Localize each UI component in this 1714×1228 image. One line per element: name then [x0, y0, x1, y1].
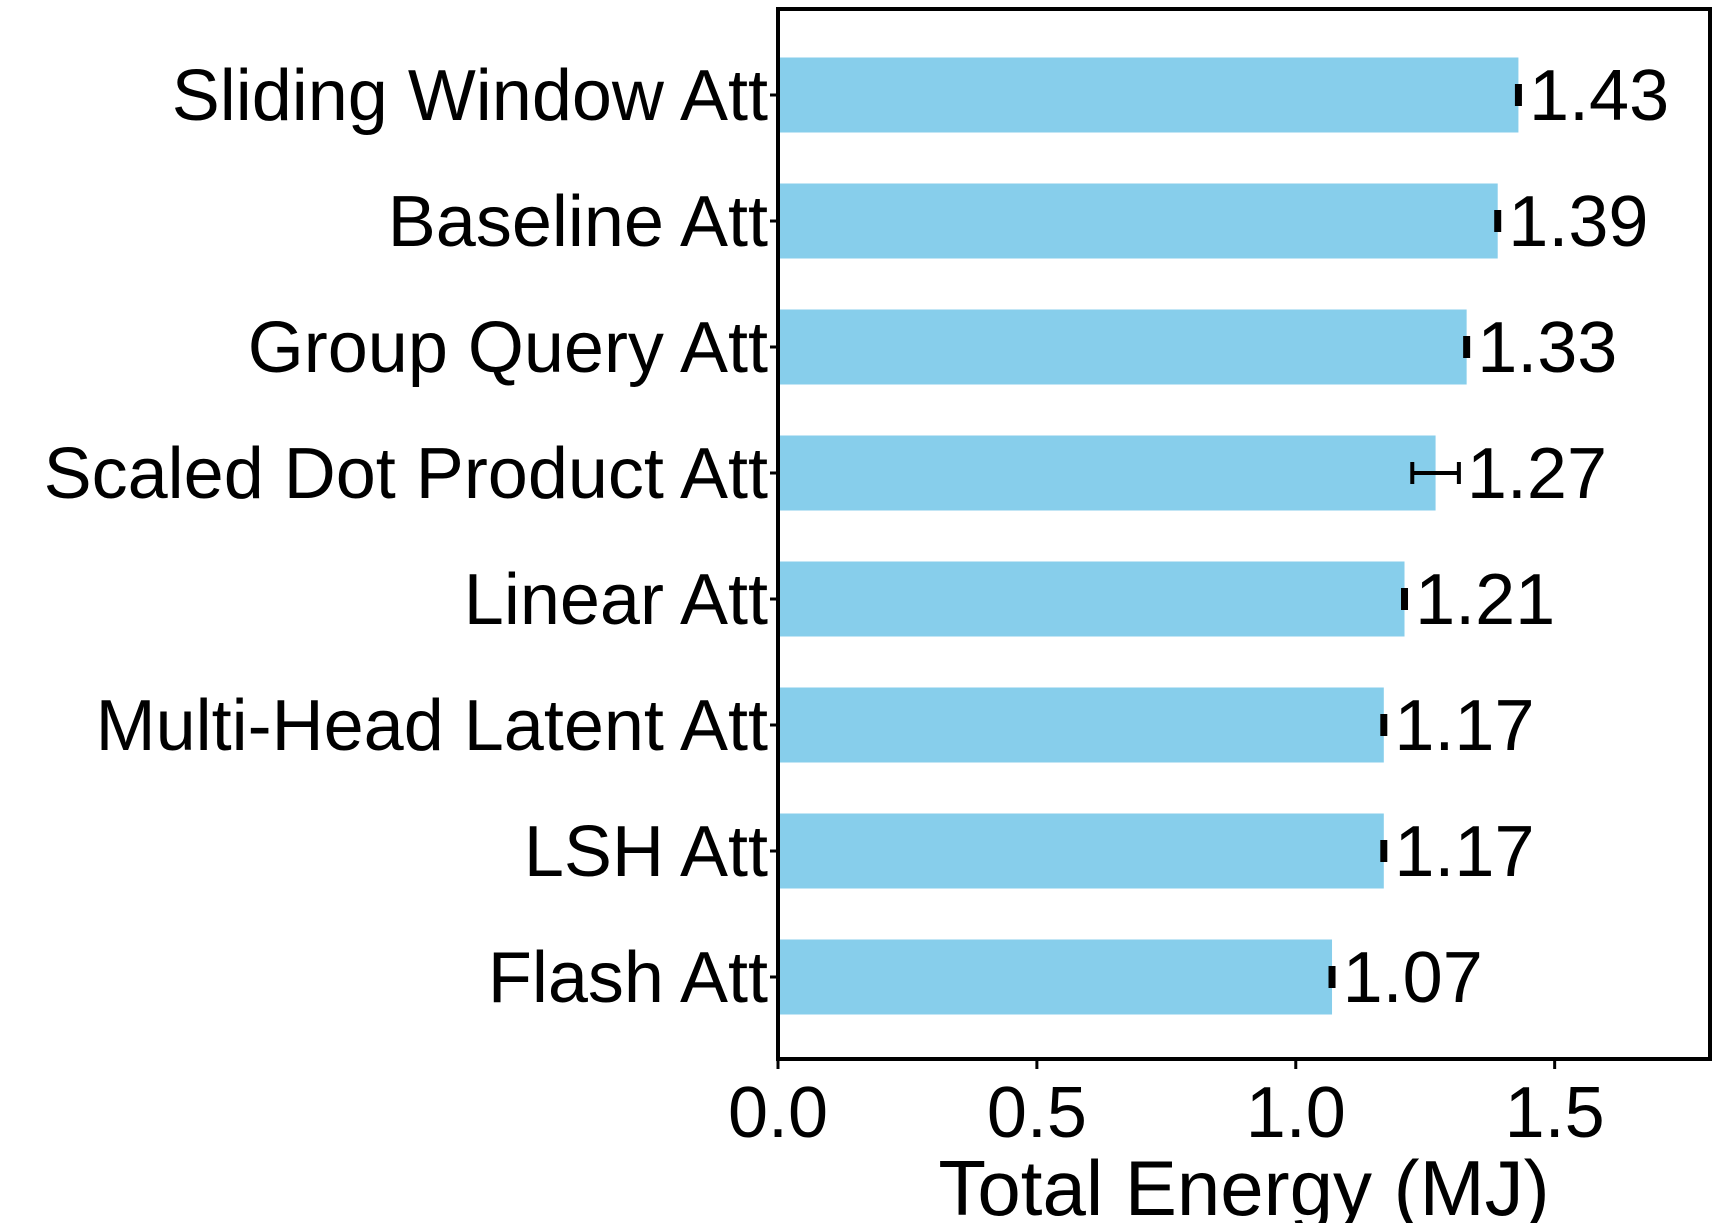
category-label: Sliding Window Att	[172, 56, 768, 136]
x-tick-label: 1.0	[1246, 1073, 1346, 1153]
category-label: Scaled Dot Product Att	[44, 434, 768, 514]
value-label: 1.17	[1394, 686, 1534, 766]
error-bar	[1380, 840, 1388, 862]
bar	[778, 183, 1498, 259]
bar	[778, 309, 1467, 385]
bar	[778, 57, 1519, 133]
value-label: 1.17	[1394, 812, 1534, 892]
bar	[778, 561, 1405, 637]
x-tick-label: 0.0	[728, 1073, 828, 1153]
x-ticks-layer: 0.0 0.5 1.0 1.5	[728, 1059, 1605, 1153]
value-label: 1.07	[1343, 938, 1483, 1018]
value-label: 1.43	[1529, 56, 1669, 136]
error-bar	[1514, 84, 1522, 106]
error-bar	[1463, 336, 1471, 358]
bar	[778, 435, 1436, 511]
error-bar	[1380, 714, 1388, 736]
category-label: Flash Att	[488, 938, 768, 1018]
category-label: Multi-Head Latent Att	[96, 686, 768, 766]
error-bar	[1328, 966, 1336, 988]
value-label: 1.33	[1477, 308, 1617, 388]
bar	[778, 939, 1333, 1015]
value-label: 1.27	[1467, 434, 1607, 514]
value-label: 1.21	[1415, 560, 1555, 640]
category-label: Linear Att	[464, 560, 768, 640]
error-bar	[1410, 462, 1461, 484]
value-label: 1.39	[1508, 182, 1648, 262]
x-axis-title: Total Energy (MJ)	[938, 1144, 1549, 1223]
bar	[778, 687, 1384, 763]
bars-layer	[778, 57, 1519, 1015]
error-bars-layer	[1328, 84, 1522, 988]
x-tick-label: 0.5	[987, 1073, 1087, 1153]
x-tick-label: 1.5	[1505, 1073, 1605, 1153]
bar	[778, 813, 1384, 889]
error-bar	[1401, 588, 1409, 610]
category-label: LSH Att	[524, 812, 768, 892]
error-bar	[1494, 210, 1502, 232]
value-labels-layer: 1.43 1.39 1.33 1.27 1.21 1.17 1.17 1.07	[1343, 56, 1670, 1018]
category-label: Group Query Att	[248, 308, 768, 388]
category-label: Baseline Att	[388, 182, 768, 262]
category-labels-layer: Sliding Window Att Baseline Att Group Quer…	[44, 56, 778, 1018]
plot-frame	[776, 7, 1712, 1061]
